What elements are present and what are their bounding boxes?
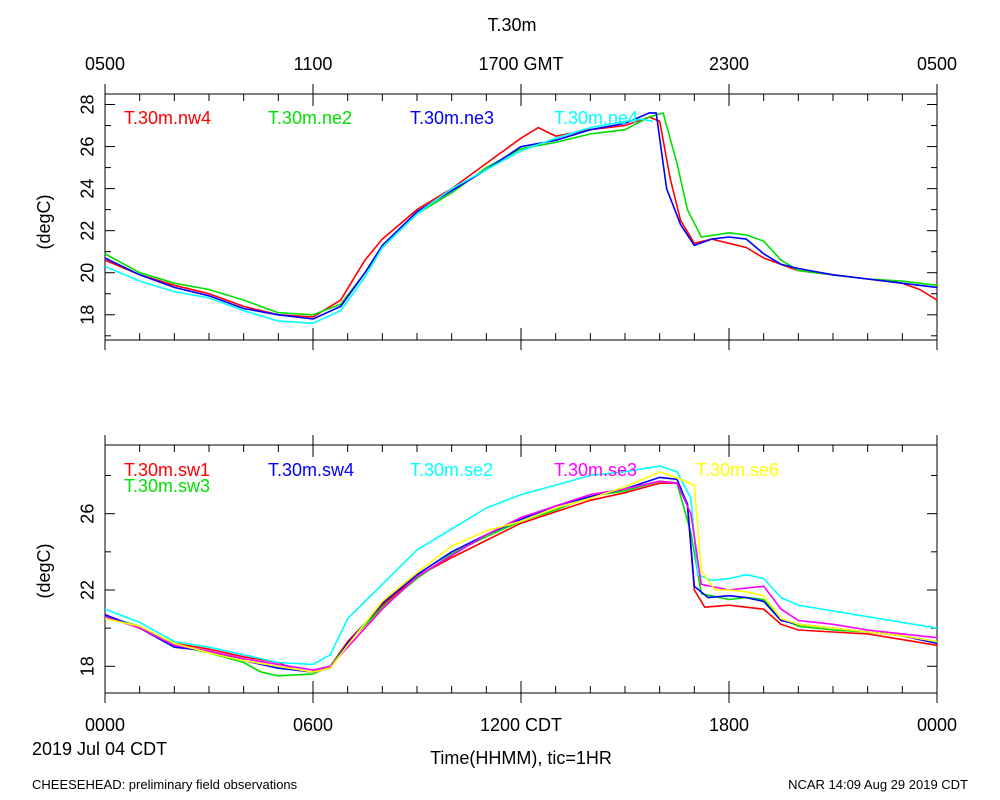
legend-entry: T.30m.ne2: [268, 108, 352, 128]
legend-entry: T.30m.ne4: [554, 108, 638, 128]
series-line-t-30m-se2: [105, 465, 937, 666]
series-line-t-30m-ne3: [105, 112, 937, 320]
series-line-t-30m-se6: [105, 470, 937, 673]
bottom-axis-tick-label: 0000: [85, 715, 125, 735]
top-axis-tick-label: 0500: [85, 54, 125, 74]
bottom-axis-tick-label: 0600: [293, 715, 333, 735]
upper-panel: 18 20 22 24 26 28 T.30m.nw4 T.30m.ne2 T.30m.ne3 T…: [77, 84, 938, 350]
y-tick-label: 18: [77, 656, 97, 676]
series-line-t-30m-ne4: [105, 118, 653, 324]
top-axis-tick-label: 2300: [709, 54, 749, 74]
date-label: 2019 Jul 04 CDT: [32, 739, 167, 759]
legend-entry: T.30m.se2: [410, 460, 493, 480]
series-line-t-30m-sw1: [105, 482, 937, 673]
legend-entry: T.30m.sw4: [268, 460, 354, 480]
legend-entry: T.30m.sw1: [124, 460, 210, 480]
y-tick-label: 22: [77, 221, 97, 241]
bottom-axis-tick-label: 1200 CDT: [480, 715, 562, 735]
footer-left: CHEESEHEAD: preliminary field observatio…: [32, 777, 298, 792]
series-line-t-30m-se3: [105, 480, 937, 671]
series-lines: [105, 465, 937, 677]
y-tick-label: 24: [77, 179, 97, 199]
top-axis-tick-label: 1100: [294, 54, 333, 74]
footer-right: NCAR 14:09 Aug 29 2019 CDT: [788, 777, 968, 792]
top-axis-tick-label: 0500: [917, 54, 957, 74]
legend-entry: T.30m.se6: [696, 460, 779, 480]
bottom-axis-tick-label: 1800: [709, 715, 749, 735]
y-axis-label: (degC): [34, 194, 54, 249]
y-tick-label: 20: [77, 263, 97, 283]
series-line-t-30m-ne2: [105, 112, 937, 316]
series-line-t-30m-sw4: [105, 476, 937, 673]
bottom-axis-tick-label: 0000: [917, 715, 957, 735]
legend-entry: T.30m.ne3: [410, 108, 494, 128]
legend-entry: T.30m.se3: [554, 460, 637, 480]
top-axis-tick-label: 1700 GMT: [478, 54, 563, 74]
y-tick-label: 22: [77, 580, 97, 600]
figure-title: T.30m: [487, 15, 536, 35]
y-tick-label: 18: [77, 305, 97, 325]
legend-entry: T.30m.nw4: [124, 108, 211, 128]
series-line-t-30m-sw3: [105, 480, 937, 677]
legend-entry: T.30m.sw3: [124, 476, 210, 496]
series-lines: [105, 112, 937, 324]
y-tick-label: 28: [77, 94, 97, 114]
y-tick-label: 26: [77, 137, 97, 157]
x-axis-label: Time(HHMM), tic=1HR: [430, 748, 612, 768]
y-tick-label: 26: [77, 504, 97, 524]
y-axis-label: (degC): [34, 543, 54, 598]
